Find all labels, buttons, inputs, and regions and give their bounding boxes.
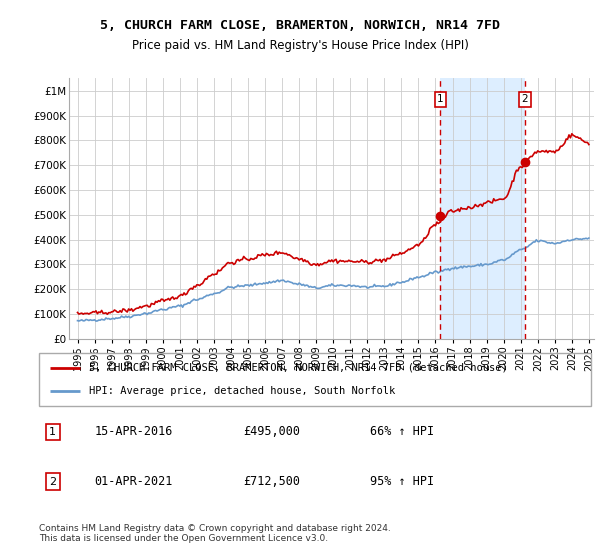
Text: 1: 1 — [437, 95, 444, 105]
Text: £495,000: £495,000 — [243, 426, 300, 438]
Text: 15-APR-2016: 15-APR-2016 — [94, 426, 173, 438]
Text: 5, CHURCH FARM CLOSE, BRAMERTON, NORWICH, NR14 7FD (detached house): 5, CHURCH FARM CLOSE, BRAMERTON, NORWICH… — [89, 363, 508, 373]
Text: 5, CHURCH FARM CLOSE, BRAMERTON, NORWICH, NR14 7FD: 5, CHURCH FARM CLOSE, BRAMERTON, NORWICH… — [100, 18, 500, 32]
Text: 2: 2 — [49, 477, 56, 487]
Text: 95% ↑ HPI: 95% ↑ HPI — [370, 475, 434, 488]
Text: Price paid vs. HM Land Registry's House Price Index (HPI): Price paid vs. HM Land Registry's House … — [131, 39, 469, 53]
Text: 01-APR-2021: 01-APR-2021 — [94, 475, 173, 488]
Text: HPI: Average price, detached house, South Norfolk: HPI: Average price, detached house, Sout… — [89, 386, 395, 396]
Text: 66% ↑ HPI: 66% ↑ HPI — [370, 426, 434, 438]
Text: £712,500: £712,500 — [243, 475, 300, 488]
Text: 2: 2 — [521, 95, 528, 105]
Text: 1: 1 — [49, 427, 56, 437]
Bar — [440, 78, 525, 339]
Text: Contains HM Land Registry data © Crown copyright and database right 2024.
This d: Contains HM Land Registry data © Crown c… — [39, 524, 391, 543]
